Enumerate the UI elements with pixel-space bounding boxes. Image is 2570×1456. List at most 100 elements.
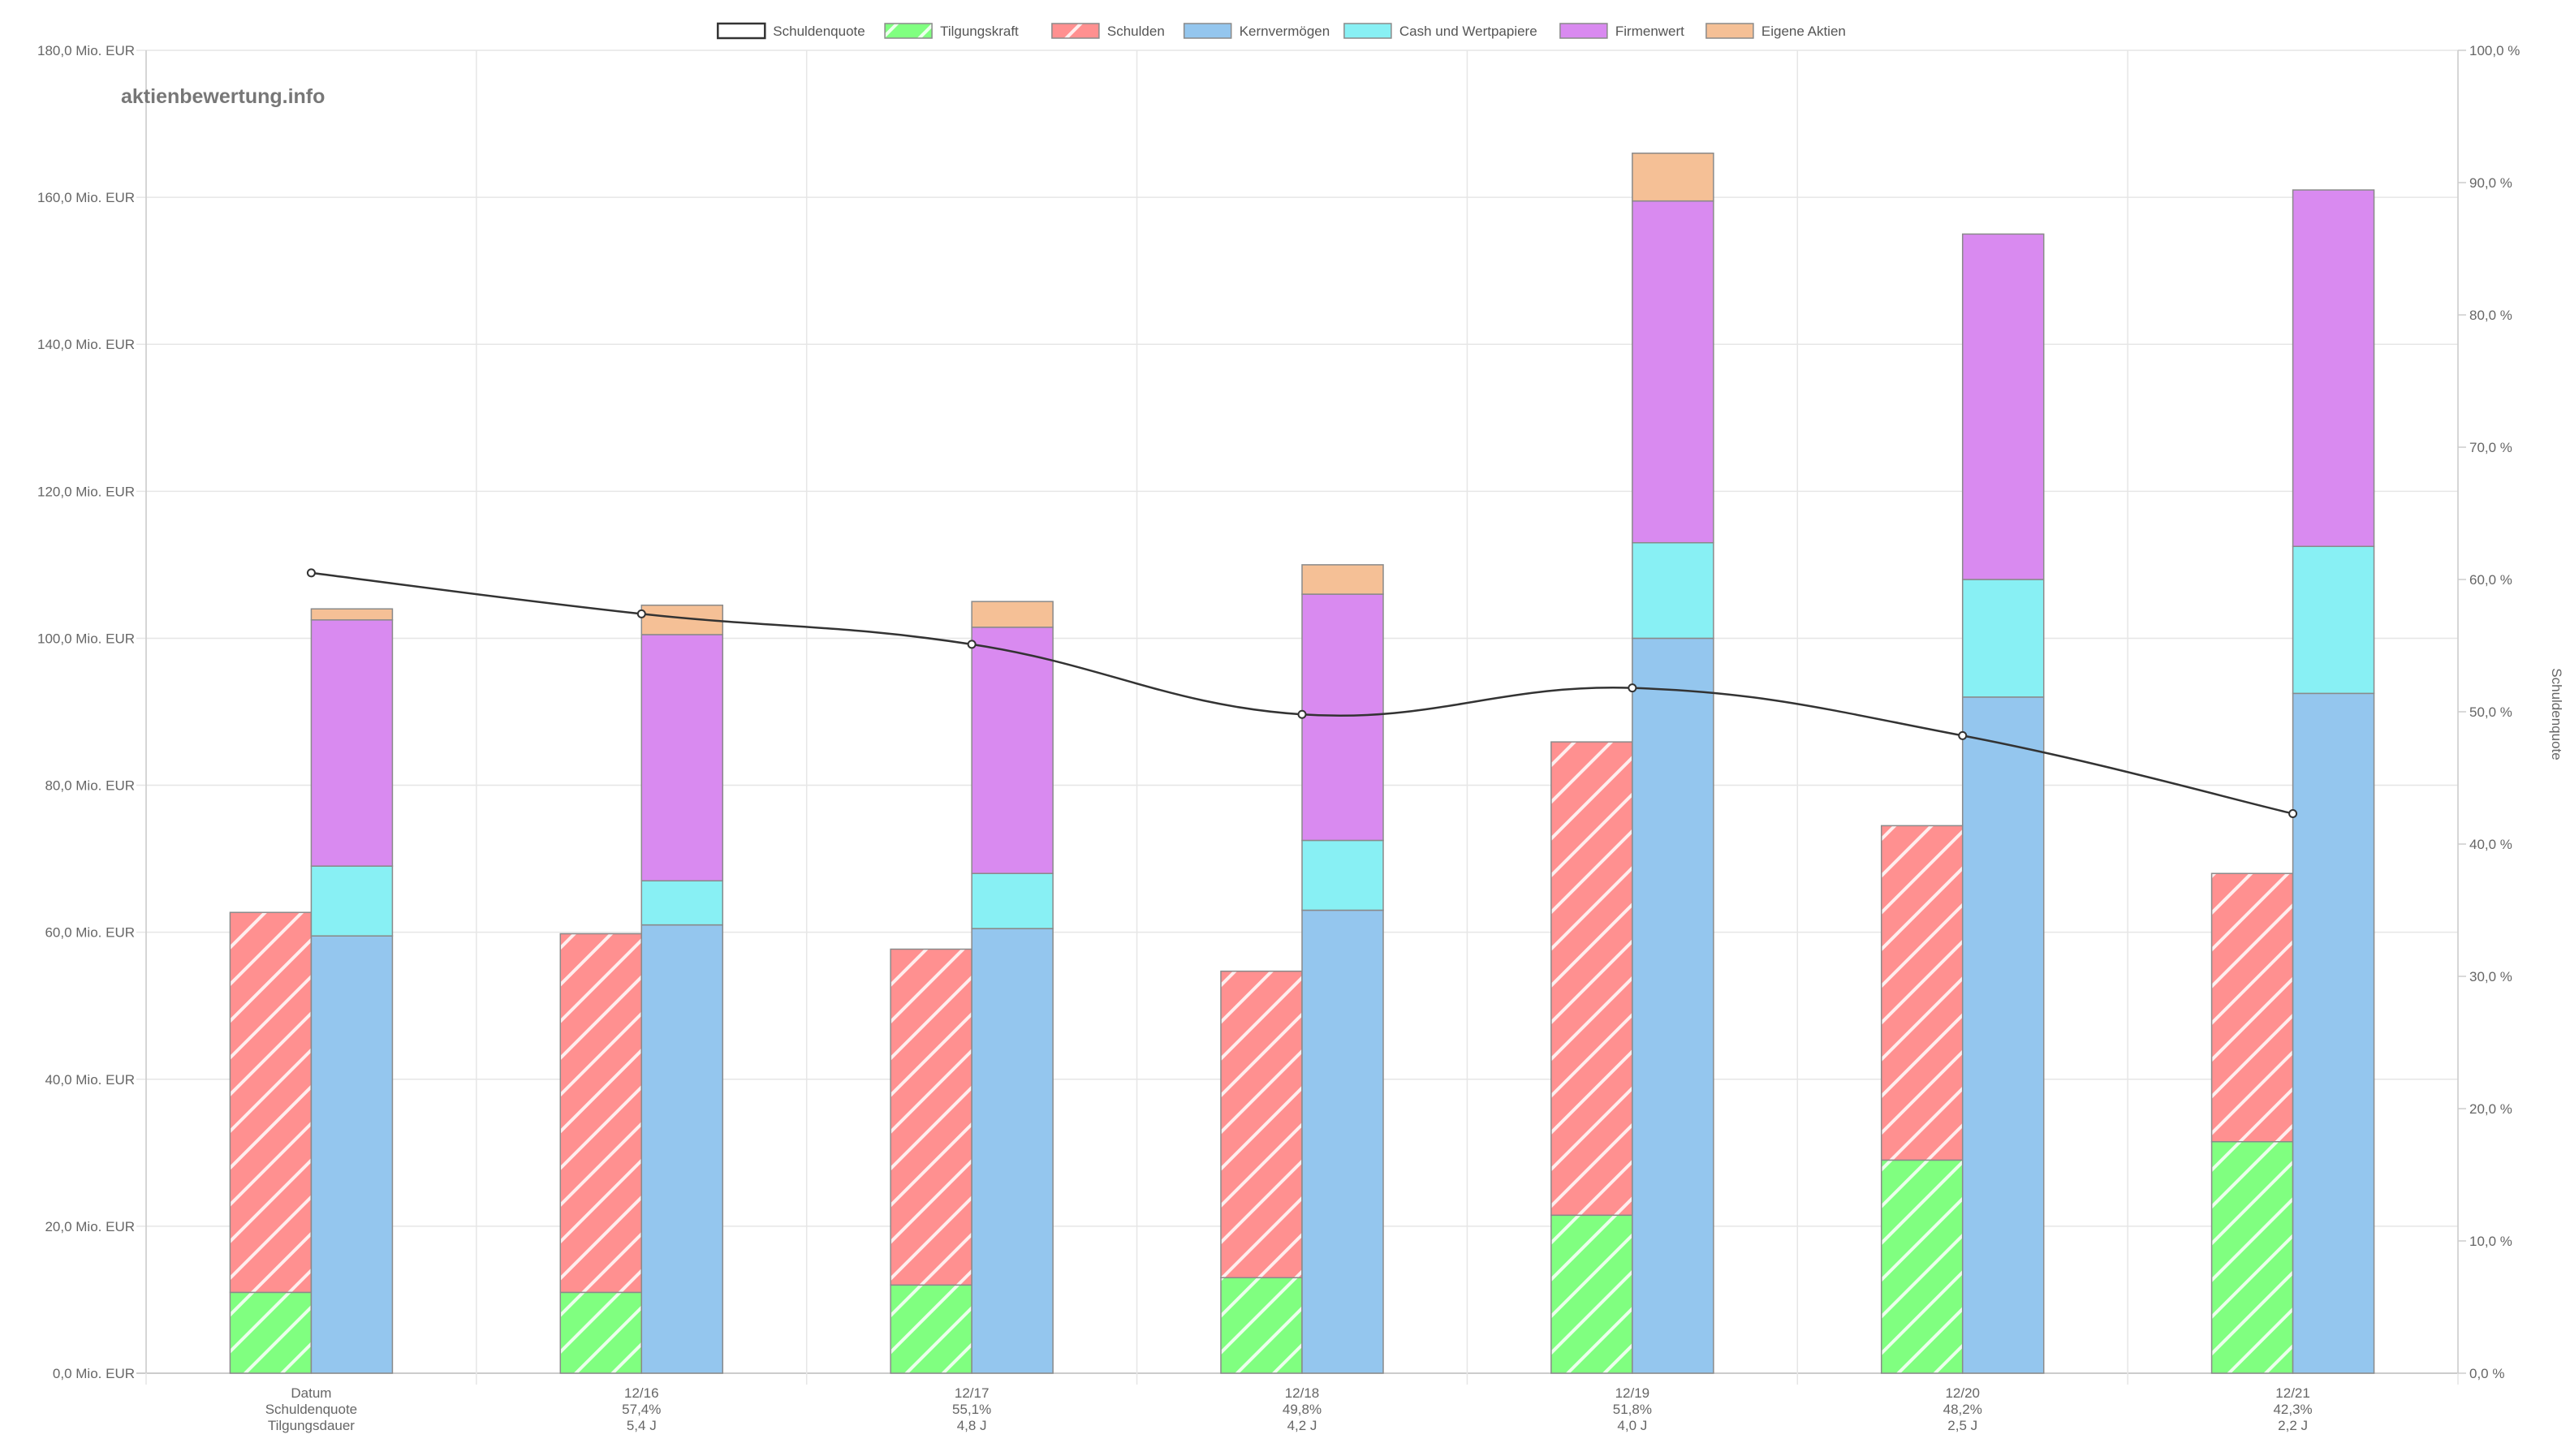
bar-schulden <box>2210 872 2294 1143</box>
y-right-tick-label: 80,0 % <box>2469 308 2512 323</box>
bar-firmenwert <box>1961 233 2045 580</box>
legend-swatch-firmenwert <box>1559 23 1608 39</box>
bar-kernverm-gen <box>2292 692 2375 1374</box>
x-tick-sublabel: Tilgungsdauer <box>268 1418 355 1433</box>
bars <box>229 153 2375 1374</box>
legend-swatch-eigene-aktien <box>1705 23 1754 39</box>
x-tick-sublabel: 55,1% <box>952 1402 991 1417</box>
x-tick-sublabel: 4,2 J <box>1287 1418 1317 1433</box>
bar-kernverm-gen <box>1301 909 1384 1374</box>
legend-label: Firmenwert <box>1615 24 1684 39</box>
bar-firmenwert <box>1301 593 1384 842</box>
y-left-tick-label: 160,0 Mio. EUR <box>37 190 135 205</box>
bar-tilgungskraft <box>2210 1141 2294 1374</box>
x-tick-sublabel: 4,8 J <box>957 1418 987 1433</box>
bar-tilgungskraft <box>1550 1214 1633 1374</box>
y-left-tick-label: 40,0 Mio. EUR <box>45 1072 135 1088</box>
schuldenquote-point <box>636 609 646 618</box>
y-right-tick-label: 50,0 % <box>2469 704 2512 720</box>
right-y-axis: 0,0 % 10,0 % 20,0 % 30,0 % 40,0 % 50,0 % 60,0 … <box>2458 43 2520 1381</box>
bar-firmenwert <box>640 634 724 882</box>
legend-label: Schulden <box>1107 24 1165 39</box>
x-tick-sublabel: 49,8% <box>1283 1402 1322 1417</box>
bar-eigene-aktien <box>1301 564 1384 595</box>
bar-schulden <box>1220 970 1303 1279</box>
bar-cash-und-wertpapiere <box>971 872 1054 929</box>
y-left-tick-label: 180,0 Mio. EUR <box>37 43 135 58</box>
x-tick-sublabel: 51,8% <box>1613 1402 1652 1417</box>
y-right-tick-label: 30,0 % <box>2469 969 2512 984</box>
watermark-logo: aktienbewertung.info <box>121 85 325 108</box>
legend-label: Cash und Wertpapiere <box>1399 24 1537 39</box>
bar-kernverm-gen <box>1632 637 1714 1374</box>
bar-cash-und-wertpapiere <box>1632 541 1714 640</box>
bar-schulden <box>1550 741 1633 1217</box>
bar-firmenwert <box>1632 200 1714 544</box>
y-left-tick-label: 20,0 Mio. EUR <box>45 1219 135 1234</box>
bar-cash-und-wertpapiere <box>310 865 394 937</box>
bar-cash-und-wertpapiere <box>2292 545 2375 695</box>
bar-schulden <box>1880 825 1964 1161</box>
schuldenquote-point <box>2288 809 2298 819</box>
schuldenquote-point <box>967 640 977 649</box>
x-tick-sublabel: Schuldenquote <box>265 1402 357 1417</box>
legend-label: Schuldenquote <box>773 24 865 39</box>
bar-kernverm-gen <box>640 924 724 1374</box>
x-tick-sublabel: 2,2 J <box>2278 1418 2308 1433</box>
legend-swatch-tilgungskraft <box>884 23 933 39</box>
bar-tilgungskraft <box>229 1291 313 1374</box>
y-right-tick-label: 0,0 % <box>2469 1366 2504 1381</box>
bar-cash-und-wertpapiere <box>1961 579 2045 698</box>
x-tick-sublabel: 42,3% <box>2273 1402 2312 1417</box>
x-tick-sublabel: 57,4% <box>622 1402 661 1417</box>
bar-eigene-aktien <box>1632 153 1714 202</box>
bar-eigene-aktien <box>971 601 1054 628</box>
legend-swatch-schuldenquote <box>717 22 766 40</box>
left-y-axis: 0,0 Mio. EUR 20,0 Mio. EUR 40,0 Mio. EUR 60… <box>37 43 135 1381</box>
legend-swatch-kernverm-gen <box>1183 23 1232 39</box>
y-left-tick-label: 80,0 Mio. EUR <box>45 778 135 794</box>
y-right-tick-label: 90,0 % <box>2469 175 2512 191</box>
y-right-tick-label: 60,0 % <box>2469 572 2512 588</box>
x-tick-label: 12/17 <box>955 1385 990 1401</box>
bar-tilgungskraft <box>1880 1159 1964 1374</box>
x-tick-label: 12/20 <box>1945 1385 1980 1401</box>
bar-firmenwert <box>310 619 394 867</box>
bar-tilgungskraft <box>890 1284 972 1374</box>
schuldenquote-point <box>1628 683 1637 693</box>
schuldenquote-point <box>306 568 316 578</box>
bar-schulden <box>890 948 972 1286</box>
right-axis-title: Schuldenquote <box>2549 668 2564 760</box>
y-right-tick-label: 40,0 % <box>2469 837 2512 852</box>
bar-cash-und-wertpapiere <box>640 880 724 926</box>
y-right-tick-label: 100,0 % <box>2469 43 2520 58</box>
bar-kernverm-gen <box>310 935 394 1374</box>
bar-tilgungskraft <box>559 1291 643 1374</box>
schuldenquote-point <box>1958 730 1968 740</box>
schuldenquote-line-series <box>306 568 2298 819</box>
bar-cash-und-wertpapiere <box>1301 839 1384 911</box>
x-tick-label: 12/16 <box>624 1385 659 1401</box>
grid <box>136 50 2459 1385</box>
bar-schulden <box>559 933 643 1294</box>
x-tick-label: Datum <box>291 1385 331 1401</box>
legend-label: Kernvermögen <box>1240 24 1330 39</box>
x-tick-label: 12/19 <box>1615 1385 1650 1401</box>
legend-label: Tilgungskraft <box>940 24 1019 39</box>
schuldenquote-point <box>1297 709 1307 719</box>
x-tick-sublabel: 48,2% <box>1943 1402 1982 1417</box>
bar-eigene-aktien <box>310 608 394 621</box>
x-tick-label: 12/18 <box>1285 1385 1320 1401</box>
y-right-tick-label: 20,0 % <box>2469 1101 2512 1117</box>
y-right-tick-label: 10,0 % <box>2469 1234 2512 1249</box>
y-left-tick-label: 0,0 Mio. EUR <box>53 1366 135 1381</box>
y-right-tick-label: 70,0 % <box>2469 440 2512 455</box>
x-tick-label: 12/21 <box>2275 1385 2310 1401</box>
bar-kernverm-gen <box>1961 696 2045 1374</box>
legend-label: Eigene Aktien <box>1761 24 1846 39</box>
bar-firmenwert <box>971 627 1054 874</box>
x-tick-sublabel: 2,5 J <box>1947 1418 1977 1433</box>
legend-swatch-schulden <box>1051 23 1100 39</box>
x-tick-sublabel: 4,0 J <box>1617 1418 1647 1433</box>
